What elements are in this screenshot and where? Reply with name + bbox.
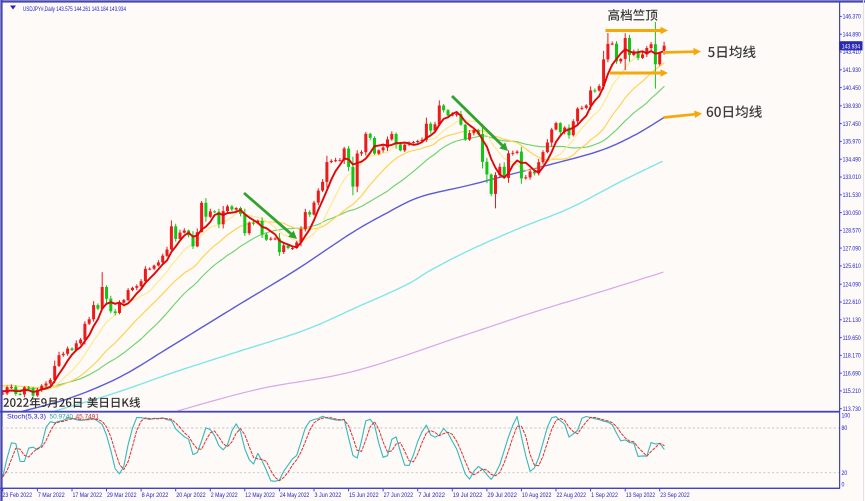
- svg-text:115.210: 115.210: [843, 388, 862, 395]
- svg-text:118.170: 118.170: [843, 353, 862, 360]
- svg-text:135.970: 135.970: [843, 139, 862, 146]
- svg-text:141.930: 141.930: [843, 67, 862, 74]
- svg-text:17 Mar 2022: 17 Mar 2022: [73, 492, 103, 499]
- svg-text:143.410: 143.410: [843, 49, 862, 56]
- svg-text:130.050: 130.050: [843, 210, 862, 217]
- svg-text:127.090: 127.090: [843, 245, 862, 252]
- svg-text:7 Mar 2022: 7 Mar 2022: [38, 492, 65, 499]
- svg-text:24 May 2022: 24 May 2022: [280, 492, 310, 499]
- svg-text:23 Sep 2022: 23 Sep 2022: [660, 492, 690, 499]
- svg-text:128.570: 128.570: [843, 228, 862, 235]
- svg-text:124.090: 124.090: [843, 281, 862, 288]
- svg-text:20 Apr 2022: 20 Apr 2022: [176, 492, 206, 499]
- svg-text:20: 20: [842, 470, 848, 477]
- svg-text:22 Aug 2022: 22 Aug 2022: [557, 492, 587, 499]
- svg-text:100: 100: [842, 413, 851, 420]
- svg-text:29 Mar 2022: 29 Mar 2022: [107, 492, 137, 499]
- svg-text:144.890: 144.890: [843, 31, 862, 38]
- svg-text:3 Jun 2022: 3 Jun 2022: [315, 492, 342, 499]
- svg-text:1 Sep 2022: 1 Sep 2022: [591, 492, 618, 499]
- svg-text:146.370: 146.370: [843, 14, 862, 21]
- svg-text:7 Jul 2022: 7 Jul 2022: [418, 492, 445, 499]
- svg-text:137.450: 137.450: [843, 121, 862, 128]
- svg-text:23 Feb 2022: 23 Feb 2022: [3, 492, 33, 499]
- svg-text:45.7491: 45.7491: [76, 414, 100, 421]
- svg-text:116.690: 116.690: [843, 370, 862, 377]
- svg-text:140.450: 140.450: [843, 85, 862, 92]
- svg-text:27 Jun 2022: 27 Jun 2022: [384, 492, 414, 499]
- svg-text:15 Jun 2022: 15 Jun 2022: [349, 492, 379, 499]
- svg-text:8 Apr 2022: 8 Apr 2022: [142, 492, 169, 499]
- svg-text:0: 0: [842, 481, 845, 488]
- svg-text:113.730: 113.730: [843, 406, 862, 413]
- svg-text:119.650: 119.650: [843, 335, 862, 342]
- svg-text:131.530: 131.530: [843, 192, 862, 199]
- svg-text:138.930: 138.930: [843, 103, 862, 110]
- svg-text:19 Jul 2022: 19 Jul 2022: [453, 492, 483, 499]
- svg-text:USDJPY#,Daily 143.575 144.261: USDJPY#,Daily 143.575 144.261 143.184 14…: [23, 6, 126, 13]
- svg-text:134.490: 134.490: [843, 156, 862, 163]
- svg-text:133.010: 133.010: [843, 174, 862, 181]
- svg-text:125.610: 125.610: [843, 263, 862, 270]
- svg-text:2 May 2022: 2 May 2022: [211, 492, 238, 499]
- svg-text:10 Aug 2022: 10 Aug 2022: [522, 492, 552, 499]
- svg-text:13 Sep 2022: 13 Sep 2022: [626, 492, 656, 499]
- svg-text:121.130: 121.130: [843, 317, 862, 324]
- svg-text:80: 80: [842, 425, 848, 432]
- svg-text:122.610: 122.610: [843, 299, 862, 306]
- svg-text:12 May 2022: 12 May 2022: [245, 492, 275, 499]
- svg-text:29 Jul 2022: 29 Jul 2022: [487, 492, 517, 499]
- svg-text:143.934: 143.934: [842, 43, 861, 50]
- svg-text:50.9740: 50.9740: [50, 414, 74, 421]
- svg-text:Stoch(5,3,3): Stoch(5,3,3): [7, 414, 46, 421]
